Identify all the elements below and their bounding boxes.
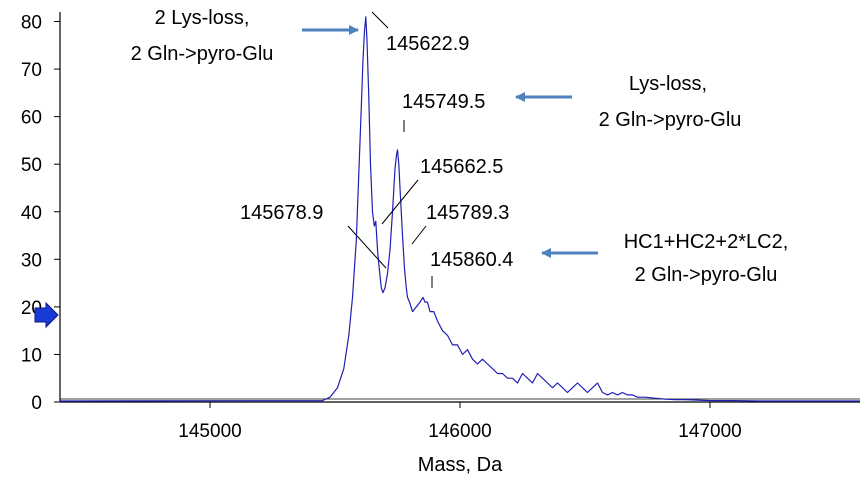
annotation-2-line-1: Lys-loss, (629, 73, 707, 95)
y-tick-label: 40 (21, 203, 42, 224)
annotation-3: HC1+HC2+2*LC2, 2 Gln->pyro-Glu (624, 231, 789, 286)
spectrum-line (59, 16, 860, 402)
annotation-1: 2 Lys-loss, 2 Gln->pyro-Glu (131, 7, 274, 65)
peak-label-145678: 145678.9 (240, 202, 323, 224)
peak-label-145662: 145662.5 (420, 156, 503, 178)
annotation-3-line-1: HC1+HC2+2*LC2, (624, 231, 789, 253)
annotation-3-line-2: 2 Gln->pyro-Glu (635, 264, 778, 286)
leader-line-145622 (371, 11, 389, 29)
annotation-2: Lys-loss, 2 Gln->pyro-Glu (599, 73, 742, 131)
leader-line-145662 (381, 179, 419, 225)
peak-leader-lines (347, 11, 433, 288)
x-tick-label: 147000 (678, 421, 741, 442)
y-tick-label: 30 (21, 250, 42, 271)
x-tick-label: 145000 (178, 421, 241, 442)
x-axis-ticks: 145000 146000 147000 (178, 402, 742, 442)
y-tick-label: 10 (21, 345, 42, 366)
annotation-2-line-2: 2 Gln->pyro-Glu (599, 109, 742, 131)
peak-label-145749: 145749.5 (402, 91, 485, 113)
leader-line-145789 (411, 225, 427, 245)
peak-label-145860: 145860.4 (430, 249, 513, 271)
x-axis-title: Mass, Da (418, 454, 503, 476)
y-tick-label: 60 (21, 108, 42, 129)
y-tick-label: 0 (31, 393, 42, 414)
annotation-1-line-2: 2 Gln->pyro-Glu (131, 43, 274, 65)
x-tick-label: 146000 (428, 421, 491, 442)
peak-label-group: 145622.9 145749.5 145662.5 145678.9 1457… (240, 33, 513, 271)
peak-label-145789: 145789.3 (426, 202, 509, 224)
annotation-1-line-1: 2 Lys-loss, (155, 7, 250, 29)
y-tick-label: 50 (21, 155, 42, 176)
y-axis-marker-icon[interactable] (34, 301, 59, 329)
y-tick-label: 70 (21, 60, 42, 81)
peak-label-145622: 145622.9 (386, 33, 469, 55)
y-tick-label: 80 (21, 13, 42, 34)
leader-line-145678 (347, 225, 387, 269)
annotation-arrows (302, 25, 598, 258)
